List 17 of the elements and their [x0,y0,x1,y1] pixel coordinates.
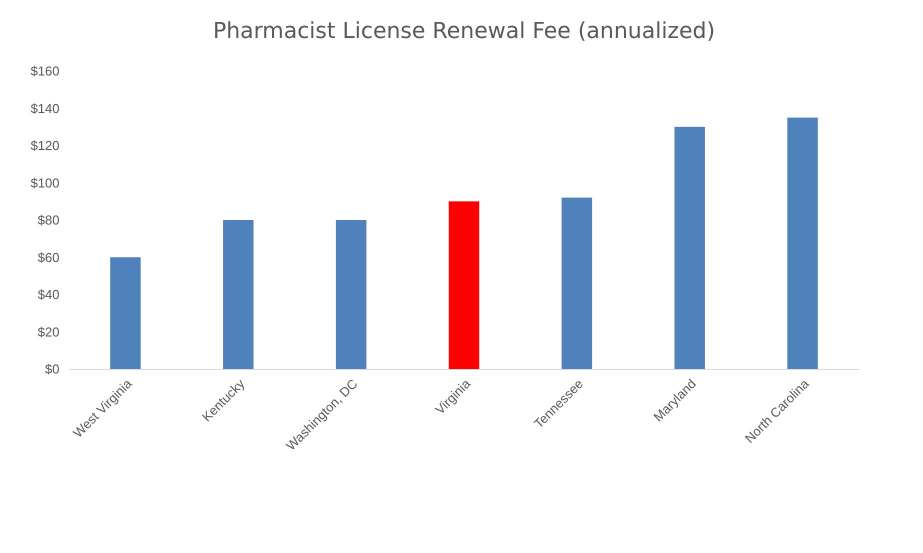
y-tick-label: $0 [45,362,60,376]
chart-title: Pharmacist License Renewal Fee (annualized) [212,19,716,44]
y-tick-label: $100 [30,175,60,190]
bar [674,126,705,369]
y-tick-label: $60 [38,250,60,265]
bar [787,118,818,369]
bar [223,220,254,369]
bar [110,257,141,369]
y-tick-label: $120 [30,138,60,153]
y-tick-label: $20 [38,324,60,340]
y-tick-label: $40 [38,287,60,302]
y-tick-label: $160 [30,64,60,78]
y-tick-label: $80 [38,212,60,228]
y-tick-label: $140 [30,100,60,116]
bar [448,201,480,369]
bar [336,220,366,369]
bar [562,198,592,369]
